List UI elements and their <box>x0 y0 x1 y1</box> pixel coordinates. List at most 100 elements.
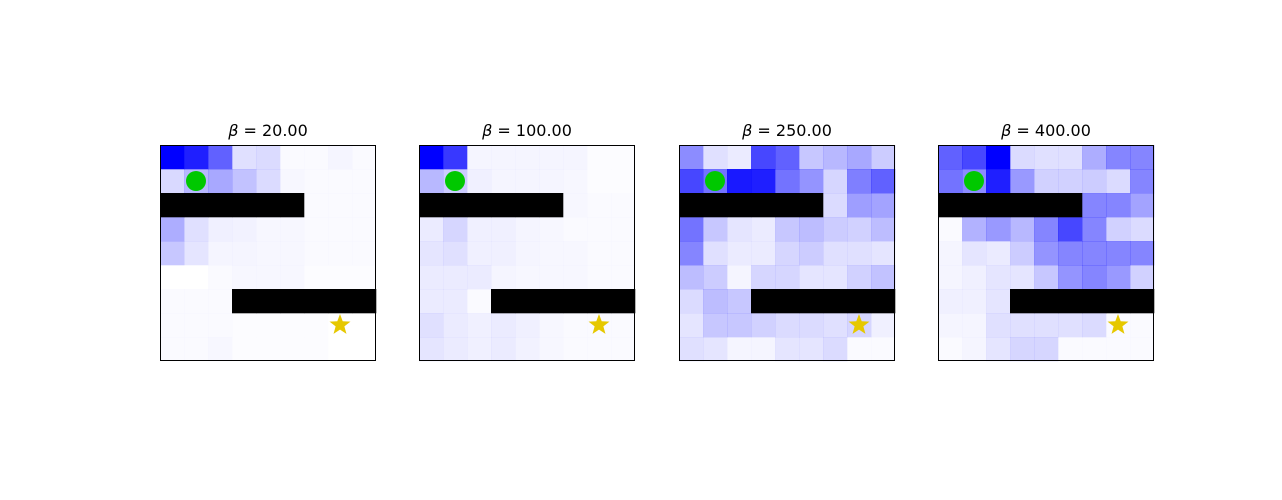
heatmap-cell <box>1034 313 1059 338</box>
title-symbol: β <box>227 121 238 140</box>
wall-cell <box>304 289 329 314</box>
heatmap-cell <box>160 217 185 242</box>
heatmap-cell <box>491 337 516 362</box>
heatmap-cell <box>799 217 824 242</box>
heatmap-cell <box>256 217 280 241</box>
heatmap-cell <box>986 217 1011 242</box>
wall-cell <box>775 193 800 218</box>
heatmap-cell <box>443 217 468 242</box>
heatmap-cell <box>184 289 208 313</box>
goal-star-icon <box>848 314 870 334</box>
heatmap-cell <box>563 193 587 217</box>
heatmap-cell <box>611 169 635 193</box>
heatmap-cell <box>419 241 444 266</box>
heatmap-cell <box>679 313 704 338</box>
heatmap-cell <box>962 145 987 170</box>
heatmap-cell <box>775 337 800 362</box>
heatmap-cell <box>352 217 376 241</box>
heatmap-cell <box>491 241 516 266</box>
heatmap-cell <box>328 169 352 193</box>
heatmap-cell <box>1106 217 1131 242</box>
heatmap-cell <box>467 313 492 338</box>
heatmap-cell <box>256 265 280 289</box>
heatmap-cell <box>184 313 208 337</box>
heatmap-cell <box>727 217 752 242</box>
heatmap-cell <box>515 265 539 289</box>
heatmap-cell <box>160 313 184 337</box>
wall-cell <box>208 193 233 218</box>
heatmap-cell <box>751 217 776 242</box>
heatmap-cell <box>539 241 563 265</box>
heatmap-cell <box>280 169 304 193</box>
wall-cell <box>799 289 824 314</box>
heatmap-cell <box>515 145 540 170</box>
heatmap-cell <box>679 169 704 194</box>
wall-cell <box>352 289 377 314</box>
heatmap-cell <box>1010 241 1035 266</box>
heatmap-cell <box>563 145 588 170</box>
heatmap-cell <box>986 313 1011 338</box>
heatmap-cell <box>1130 241 1155 266</box>
heatmap-cell <box>938 289 963 314</box>
heatmap-cell <box>871 145 896 170</box>
heatmap-cell <box>938 265 963 290</box>
heatmap-cell <box>352 169 376 193</box>
heatmap-cell <box>160 145 185 170</box>
panel-frame <box>938 145 1154 361</box>
heatmap-cell <box>280 217 304 241</box>
heatmap-cell <box>986 241 1011 266</box>
heatmap-cell <box>611 265 635 289</box>
heatmap-cell <box>467 241 492 266</box>
heatmap-cell <box>1082 313 1107 338</box>
title-text: = 20.00 <box>238 121 307 140</box>
heatmap-cell <box>515 241 540 266</box>
heatmap-cell <box>938 217 962 241</box>
panel-frame <box>419 145 635 361</box>
heatmap-cell <box>491 145 516 170</box>
heatmap-cell <box>1106 193 1131 218</box>
wall-cell <box>847 289 872 314</box>
heatmap-cell <box>751 265 776 290</box>
heatmap-cell <box>611 217 635 241</box>
heatmap-cell <box>1058 313 1083 338</box>
heatmap-cell <box>871 193 896 218</box>
heatmap-cell <box>280 337 304 361</box>
heatmap-cell <box>160 289 184 313</box>
wall-cell <box>1106 289 1131 314</box>
heatmap-cell <box>419 313 444 338</box>
heatmap-cell <box>304 337 328 361</box>
heatmap-cell <box>938 145 963 170</box>
wall-cell <box>703 193 728 218</box>
goal-star-icon <box>329 314 351 334</box>
heatmap-cell <box>184 265 208 289</box>
wall-cell <box>775 289 800 314</box>
heatmap-cell <box>986 289 1011 314</box>
heatmap-cell <box>938 169 963 194</box>
agent-circle-icon <box>964 171 984 191</box>
wall-cell <box>328 289 353 314</box>
heatmap-cell <box>1106 241 1131 266</box>
panel-title: β = 250.00 <box>741 121 832 140</box>
heatmap-panel: β = 400.00 <box>938 121 1155 362</box>
heatmap-panel: β = 250.00 <box>679 121 896 362</box>
wall-cell <box>823 289 848 314</box>
heatmap-cell <box>727 337 752 362</box>
heatmap-cell <box>871 313 896 338</box>
heatmap-cell <box>587 337 611 361</box>
heatmap-cell <box>419 217 444 242</box>
wall-cell <box>256 289 281 314</box>
heatmap-cell <box>1058 169 1083 194</box>
heatmap-cell <box>515 169 540 194</box>
heatmap-cell <box>823 217 848 242</box>
heatmap-cell <box>184 217 209 242</box>
goal-star-icon <box>588 314 610 334</box>
wall-cell <box>1010 289 1035 314</box>
heatmap-cell <box>587 241 611 265</box>
heatmap-cell <box>986 145 1011 170</box>
heatmap-cell <box>703 265 728 290</box>
heatmap-cell <box>703 145 728 170</box>
heatmap-cell <box>1106 337 1130 361</box>
heatmap-cell <box>443 241 468 266</box>
heatmap-cell <box>1010 313 1035 338</box>
title-symbol: β <box>481 121 492 140</box>
